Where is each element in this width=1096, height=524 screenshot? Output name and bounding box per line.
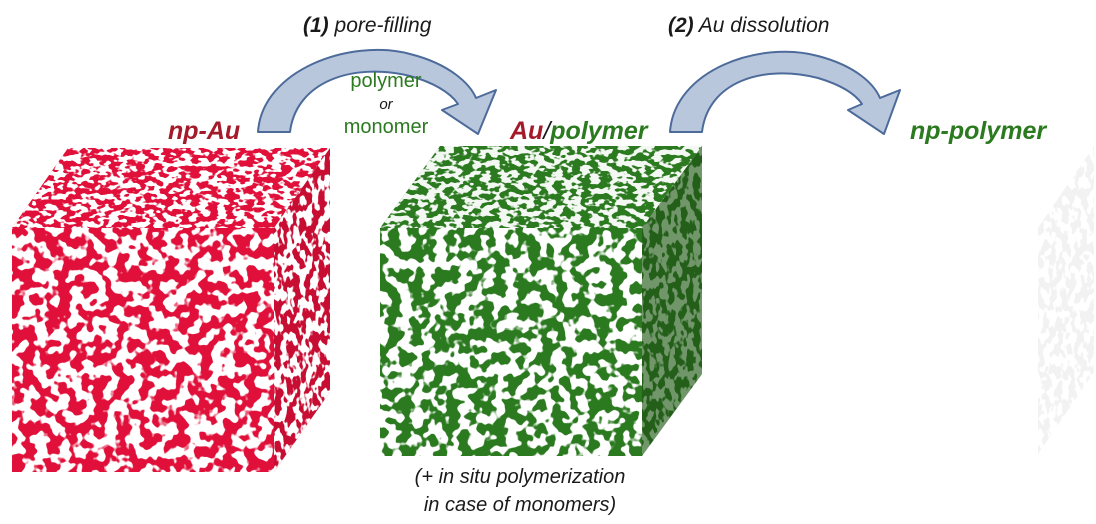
step2-label: (2) Au dissolution [668,14,829,38]
note-line2: in case of monomers) [423,494,617,516]
curved-arrow-step2 [669,50,901,135]
note-line1: (+ in situ polymerization [414,466,626,488]
cube2-title-au: Au [510,117,544,145]
step2-text: Au dissolution [698,14,830,37]
cube-np-polymer [776,146,1094,454]
step1-text: pore-filling [334,14,432,37]
cube3-title: np-polymer [910,117,1047,145]
cube2-title-polymer: polymer [550,117,648,145]
cube2-title-slash: / [543,117,551,145]
cube-au-polymer [380,146,702,456]
fill-option-or: or [379,96,393,113]
fill-option-polymer: polymer [350,70,422,92]
curved-arrow-step1 [257,49,497,135]
cube1-title: np-Au [168,117,241,145]
fill-option-monomer: monomer [343,116,429,138]
step2-number: (2) [668,14,694,37]
cube2-title: Au/polymer [510,117,648,146]
step1-label: (1) pore-filling [303,14,431,38]
cube-np-au [12,148,330,472]
step1-number: (1) [303,14,329,37]
